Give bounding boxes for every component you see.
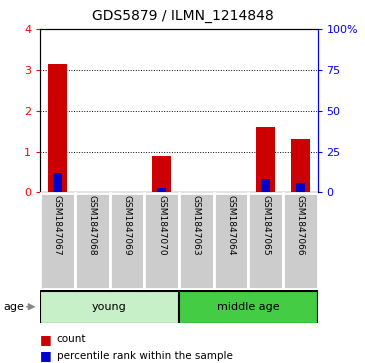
Text: GSM1847067: GSM1847067 [53,195,62,256]
Text: age: age [4,302,24,312]
FancyBboxPatch shape [283,193,318,289]
FancyBboxPatch shape [75,193,109,289]
Text: GSM1847064: GSM1847064 [226,195,235,256]
FancyBboxPatch shape [214,193,248,289]
Bar [256,127,275,192]
Text: GSM1847070: GSM1847070 [157,195,166,256]
Text: GSM1847065: GSM1847065 [261,195,270,256]
Text: GSM1847068: GSM1847068 [88,195,97,256]
Text: percentile rank within the sample: percentile rank within the sample [57,351,233,361]
FancyBboxPatch shape [40,291,178,323]
FancyBboxPatch shape [110,193,144,289]
Bar [48,64,67,192]
Bar [152,156,171,192]
FancyBboxPatch shape [179,193,214,289]
Text: ■: ■ [40,333,52,346]
FancyBboxPatch shape [40,193,75,289]
Text: GSM1847069: GSM1847069 [122,195,131,256]
Text: young: young [92,302,127,312]
Text: GDS5879 / ILMN_1214848: GDS5879 / ILMN_1214848 [92,9,273,23]
Bar [53,173,62,192]
Bar [296,183,304,192]
Text: GSM1847063: GSM1847063 [192,195,201,256]
Text: middle age: middle age [217,302,280,312]
Bar [261,179,270,192]
Text: ■: ■ [40,349,52,362]
Bar [157,188,166,192]
Bar [291,139,310,192]
Text: count: count [57,334,86,344]
FancyBboxPatch shape [179,291,317,323]
FancyBboxPatch shape [144,193,179,289]
FancyBboxPatch shape [248,193,283,289]
Text: GSM1847066: GSM1847066 [296,195,305,256]
